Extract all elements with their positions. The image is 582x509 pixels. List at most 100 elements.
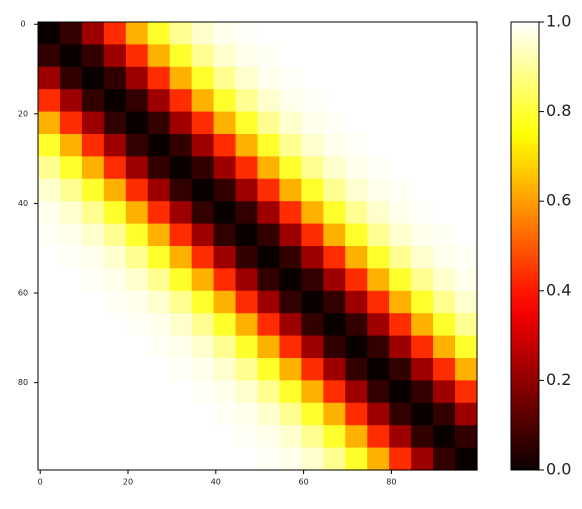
heatmap-cell (345, 223, 368, 247)
heatmap-cell (323, 268, 346, 292)
heatmap-cell (169, 111, 193, 135)
heatmap-cell (345, 380, 368, 404)
heatmap-cell (125, 335, 149, 359)
heatmap-cell (191, 223, 215, 247)
heatmap-cell (455, 268, 478, 292)
heatmap-cell (433, 223, 456, 247)
heatmap-cell (433, 178, 456, 202)
heatmap-cell (455, 111, 478, 135)
heatmap-cell (257, 380, 281, 404)
heatmap-cell (59, 268, 83, 292)
heatmap-cell (213, 178, 237, 202)
heatmap-cell (191, 44, 215, 68)
heatmap-cell (38, 201, 61, 225)
heatmap-cell (433, 156, 456, 180)
heatmap-cell (455, 425, 478, 449)
heatmap-cell (125, 22, 149, 45)
heatmap-cell (125, 44, 149, 68)
heatmap-cell (367, 22, 390, 45)
heatmap-cell (213, 335, 237, 359)
heatmap-cell (279, 178, 302, 202)
heatmap-cell (147, 66, 171, 90)
heatmap-cell (81, 313, 105, 337)
heatmap-cell (213, 156, 237, 180)
heatmap-cell (103, 335, 127, 359)
heatmap-cell (455, 22, 478, 45)
heatmap-cell (213, 425, 237, 449)
heatmap-cell (279, 268, 302, 292)
heatmap-cell (59, 313, 83, 337)
heatmap-cell (389, 425, 412, 449)
heatmap-cell (125, 66, 149, 90)
heatmap-cell (59, 402, 83, 426)
heatmap-cell (411, 156, 434, 180)
heatmap-cell (279, 447, 302, 471)
y-tick-label: 80 (18, 378, 28, 387)
heatmap-cell (257, 223, 281, 247)
heatmap-cell (81, 425, 105, 449)
heatmap-cell (191, 178, 215, 202)
heatmap-cell (257, 66, 281, 90)
heatmap-cell (257, 402, 281, 426)
heatmap-cell (257, 111, 281, 135)
heatmap-cell (433, 246, 456, 269)
heatmap-cell (103, 156, 127, 180)
heatmap-cell (367, 201, 390, 225)
heatmap-cell (433, 201, 456, 225)
heatmap-cell (103, 44, 127, 68)
heatmap-cell (323, 246, 346, 269)
heatmap-cell (59, 178, 83, 202)
heatmap-cell (191, 313, 215, 337)
heatmap-cell (323, 425, 346, 449)
heatmap-cell (169, 402, 193, 426)
heatmap-cell (323, 223, 346, 247)
heatmap-cell (169, 246, 193, 269)
heatmap-cell (235, 447, 259, 471)
heatmap-cell (389, 290, 412, 314)
heatmap-cell (433, 111, 456, 135)
heatmap-cell (125, 358, 149, 381)
y-tick-label: 40 (18, 199, 28, 208)
heatmap-cell (301, 335, 324, 359)
colorbar-tick-label: 0.6 (546, 191, 571, 210)
heatmap-cell (125, 134, 149, 157)
heatmap-cell (345, 447, 368, 471)
x-tick-label: 60 (299, 478, 309, 487)
heatmap-cell (38, 380, 61, 404)
heatmap-cell (191, 268, 215, 292)
heatmap-cell (213, 111, 237, 135)
heatmap-cell (301, 89, 324, 113)
heatmap-cell (323, 44, 346, 68)
heatmap-cell (235, 178, 259, 202)
heatmap-cell (103, 380, 127, 404)
heatmap-cell (147, 425, 171, 449)
heatmap-cell (345, 313, 368, 337)
heatmap-cell (411, 111, 434, 135)
heatmap-cell (59, 223, 83, 247)
heatmap-cell (213, 402, 237, 426)
heatmap-cell (389, 246, 412, 269)
heatmap-cell (147, 268, 171, 292)
colorbar-tick-label: 0.2 (546, 370, 571, 389)
heatmap-cell (38, 178, 61, 202)
heatmap-cell (345, 156, 368, 180)
heatmap-cell (389, 134, 412, 157)
heatmap-cell (367, 380, 390, 404)
heatmap-cell (257, 246, 281, 269)
plot-frame (37, 21, 478, 471)
heatmap-cell (169, 178, 193, 202)
heatmap-cell (367, 44, 390, 68)
heatmap-cell (389, 89, 412, 113)
heatmap-cell (235, 44, 259, 68)
heatmap-cell (455, 134, 478, 157)
heatmap-cell (279, 134, 302, 157)
heatmap-cell (389, 358, 412, 381)
heatmap-cell (125, 156, 149, 180)
heatmap-cell (81, 22, 105, 45)
heatmap-cell (389, 178, 412, 202)
heatmap-cell (345, 178, 368, 202)
heatmap-cell (103, 290, 127, 314)
heatmap-cell (213, 66, 237, 90)
heatmap-cell (455, 44, 478, 68)
